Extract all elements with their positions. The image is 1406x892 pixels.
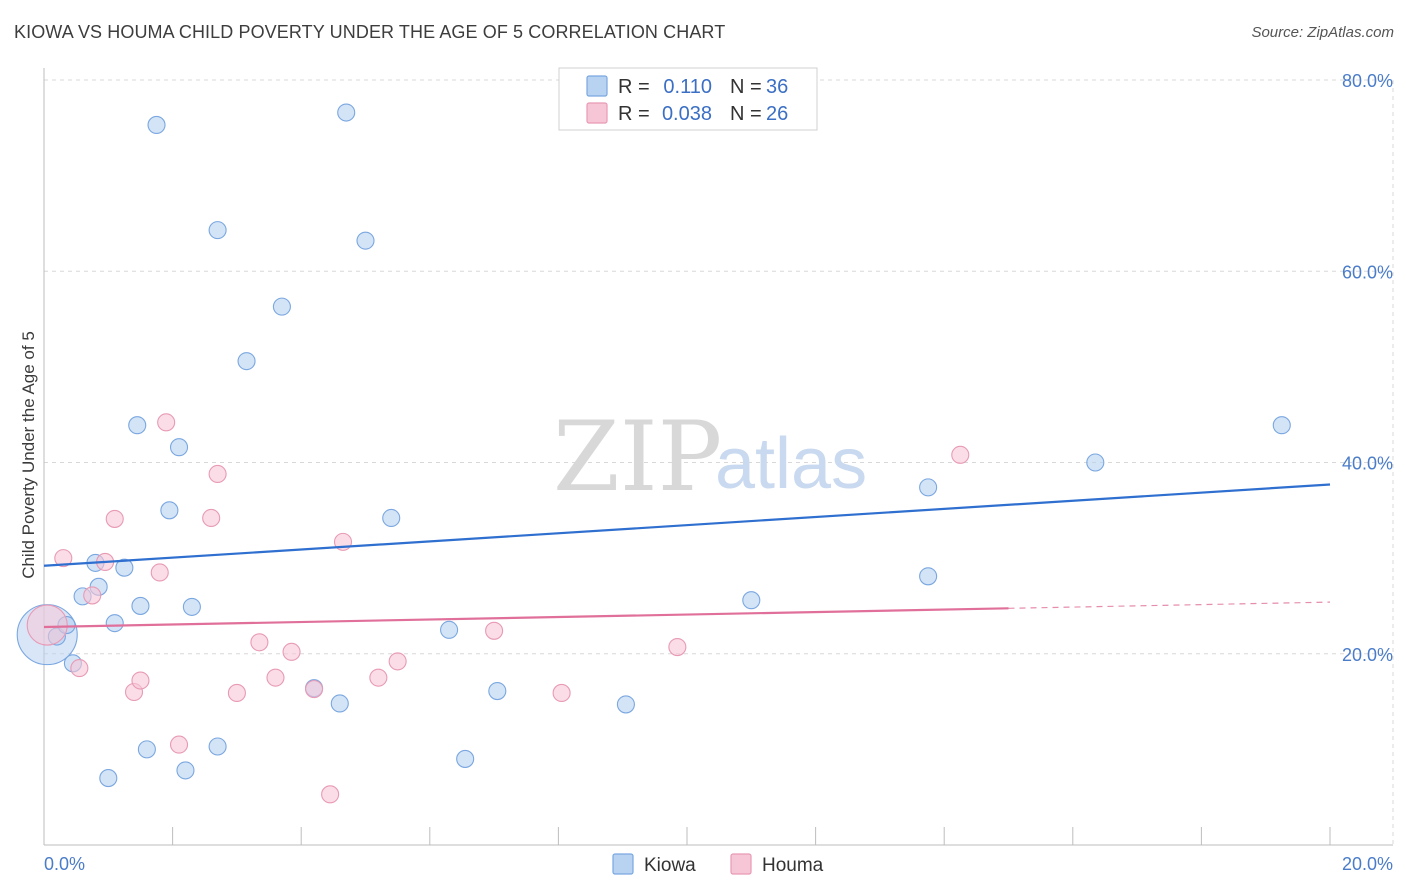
y-tick-label: 60.0% <box>1342 262 1393 282</box>
data-point-kiowa <box>330 694 349 713</box>
data-point-houma <box>83 586 102 605</box>
data-point-houma <box>54 549 73 568</box>
data-point-houma <box>369 668 388 687</box>
data-point-kiowa <box>160 501 179 520</box>
data-point-kiowa <box>1272 416 1291 435</box>
data-point-kiowa <box>919 567 938 586</box>
data-point-houma <box>282 642 301 661</box>
data-point-kiowa <box>147 115 166 134</box>
data-point-kiowa <box>616 695 635 714</box>
data-point-kiowa <box>137 740 156 759</box>
trend-line-kiowa <box>43 483 1331 567</box>
data-point-houma <box>305 680 324 699</box>
legend-r-value-houma: 0.038 <box>662 103 712 125</box>
source-credit: Source: ZipAtlas.com <box>1251 24 1394 41</box>
data-point-houma <box>70 659 89 678</box>
data-point-kiowa <box>176 761 195 780</box>
data-points <box>16 103 1291 804</box>
data-point-kiowa <box>919 478 938 497</box>
legend-r-label-kiowa: R = <box>618 76 650 98</box>
data-point-kiowa <box>382 508 401 528</box>
legend-top: R = 0.110 N = 36 R = 0.038 N = 26 <box>558 67 818 131</box>
data-point-kiowa <box>182 597 201 616</box>
data-point-houma <box>26 604 68 646</box>
legend-n-value-houma: 26 <box>766 103 788 125</box>
watermark-zip: ZIP <box>553 401 722 513</box>
data-point-kiowa <box>208 737 227 756</box>
data-point-kiowa <box>456 749 475 768</box>
data-point-kiowa <box>337 103 356 122</box>
data-point-kiowa <box>105 614 124 633</box>
axes: 20.0% 40.0% 60.0% 80.0% 0.0% 20.0% <box>43 68 1393 874</box>
data-point-kiowa <box>128 416 147 435</box>
data-point-kiowa <box>99 769 118 788</box>
legend-bottom-swatch-kiowa <box>612 853 634 875</box>
legend-r-label-houma: R = <box>618 103 650 125</box>
data-point-houma <box>668 638 687 657</box>
data-point-houma <box>169 735 189 754</box>
trend-line-extension-houma <box>1008 601 1331 609</box>
legend-bottom-label-houma: Houma <box>762 855 824 876</box>
chart-title: KIOWA VS HOUMA CHILD POVERTY UNDER THE A… <box>14 22 726 42</box>
legend-n-label-houma: N = <box>730 103 762 125</box>
data-point-kiowa <box>131 596 150 615</box>
data-point-houma <box>131 671 150 690</box>
legend-swatch-kiowa <box>586 75 608 97</box>
data-point-houma <box>105 509 124 528</box>
data-point-houma <box>227 683 246 703</box>
data-point-houma <box>202 508 221 528</box>
trend-lines <box>43 483 1331 629</box>
data-point-kiowa <box>356 231 375 250</box>
data-point-kiowa <box>488 681 507 701</box>
y-tick-label: 80.0% <box>1342 71 1393 91</box>
watermark: ZIP atlas <box>553 401 867 513</box>
data-point-houma <box>552 683 571 703</box>
watermark-atlas: atlas <box>715 424 867 504</box>
trend-line-houma <box>43 607 1009 629</box>
data-point-kiowa <box>208 221 227 240</box>
y-tick-label: 40.0% <box>1342 454 1393 474</box>
data-point-houma <box>157 413 176 432</box>
data-point-kiowa <box>237 352 256 371</box>
legend-swatch-houma <box>586 102 608 124</box>
data-point-houma <box>250 633 269 652</box>
data-point-kiowa <box>1086 453 1105 472</box>
legend-r-value-kiowa: 0.110 <box>663 76 712 98</box>
x-tick-label: 20.0% <box>1342 854 1393 874</box>
x-tick-label: 0.0% <box>44 854 85 874</box>
data-point-kiowa <box>169 438 189 457</box>
y-axis-label: Child Poverty Under the Age of 5 <box>19 331 38 579</box>
legend-bottom-label-kiowa: Kiowa <box>644 855 696 876</box>
legend-bottom-swatch-houma <box>730 853 752 875</box>
data-point-kiowa <box>440 620 459 639</box>
legend-n-label-kiowa: N = <box>730 76 762 98</box>
y-tick-label: 20.0% <box>1342 645 1393 665</box>
data-point-houma <box>388 652 407 671</box>
data-point-houma <box>485 621 504 640</box>
data-point-houma <box>208 464 227 484</box>
data-point-houma <box>321 785 340 804</box>
data-point-houma <box>266 668 285 687</box>
data-point-kiowa <box>115 558 134 577</box>
data-point-houma <box>951 445 970 464</box>
legend-n-value-kiowa: 36 <box>766 76 788 98</box>
legend-bottom: Kiowa Houma <box>612 853 824 876</box>
data-point-kiowa <box>742 591 761 610</box>
data-point-houma <box>150 563 169 582</box>
data-point-kiowa <box>272 297 291 316</box>
